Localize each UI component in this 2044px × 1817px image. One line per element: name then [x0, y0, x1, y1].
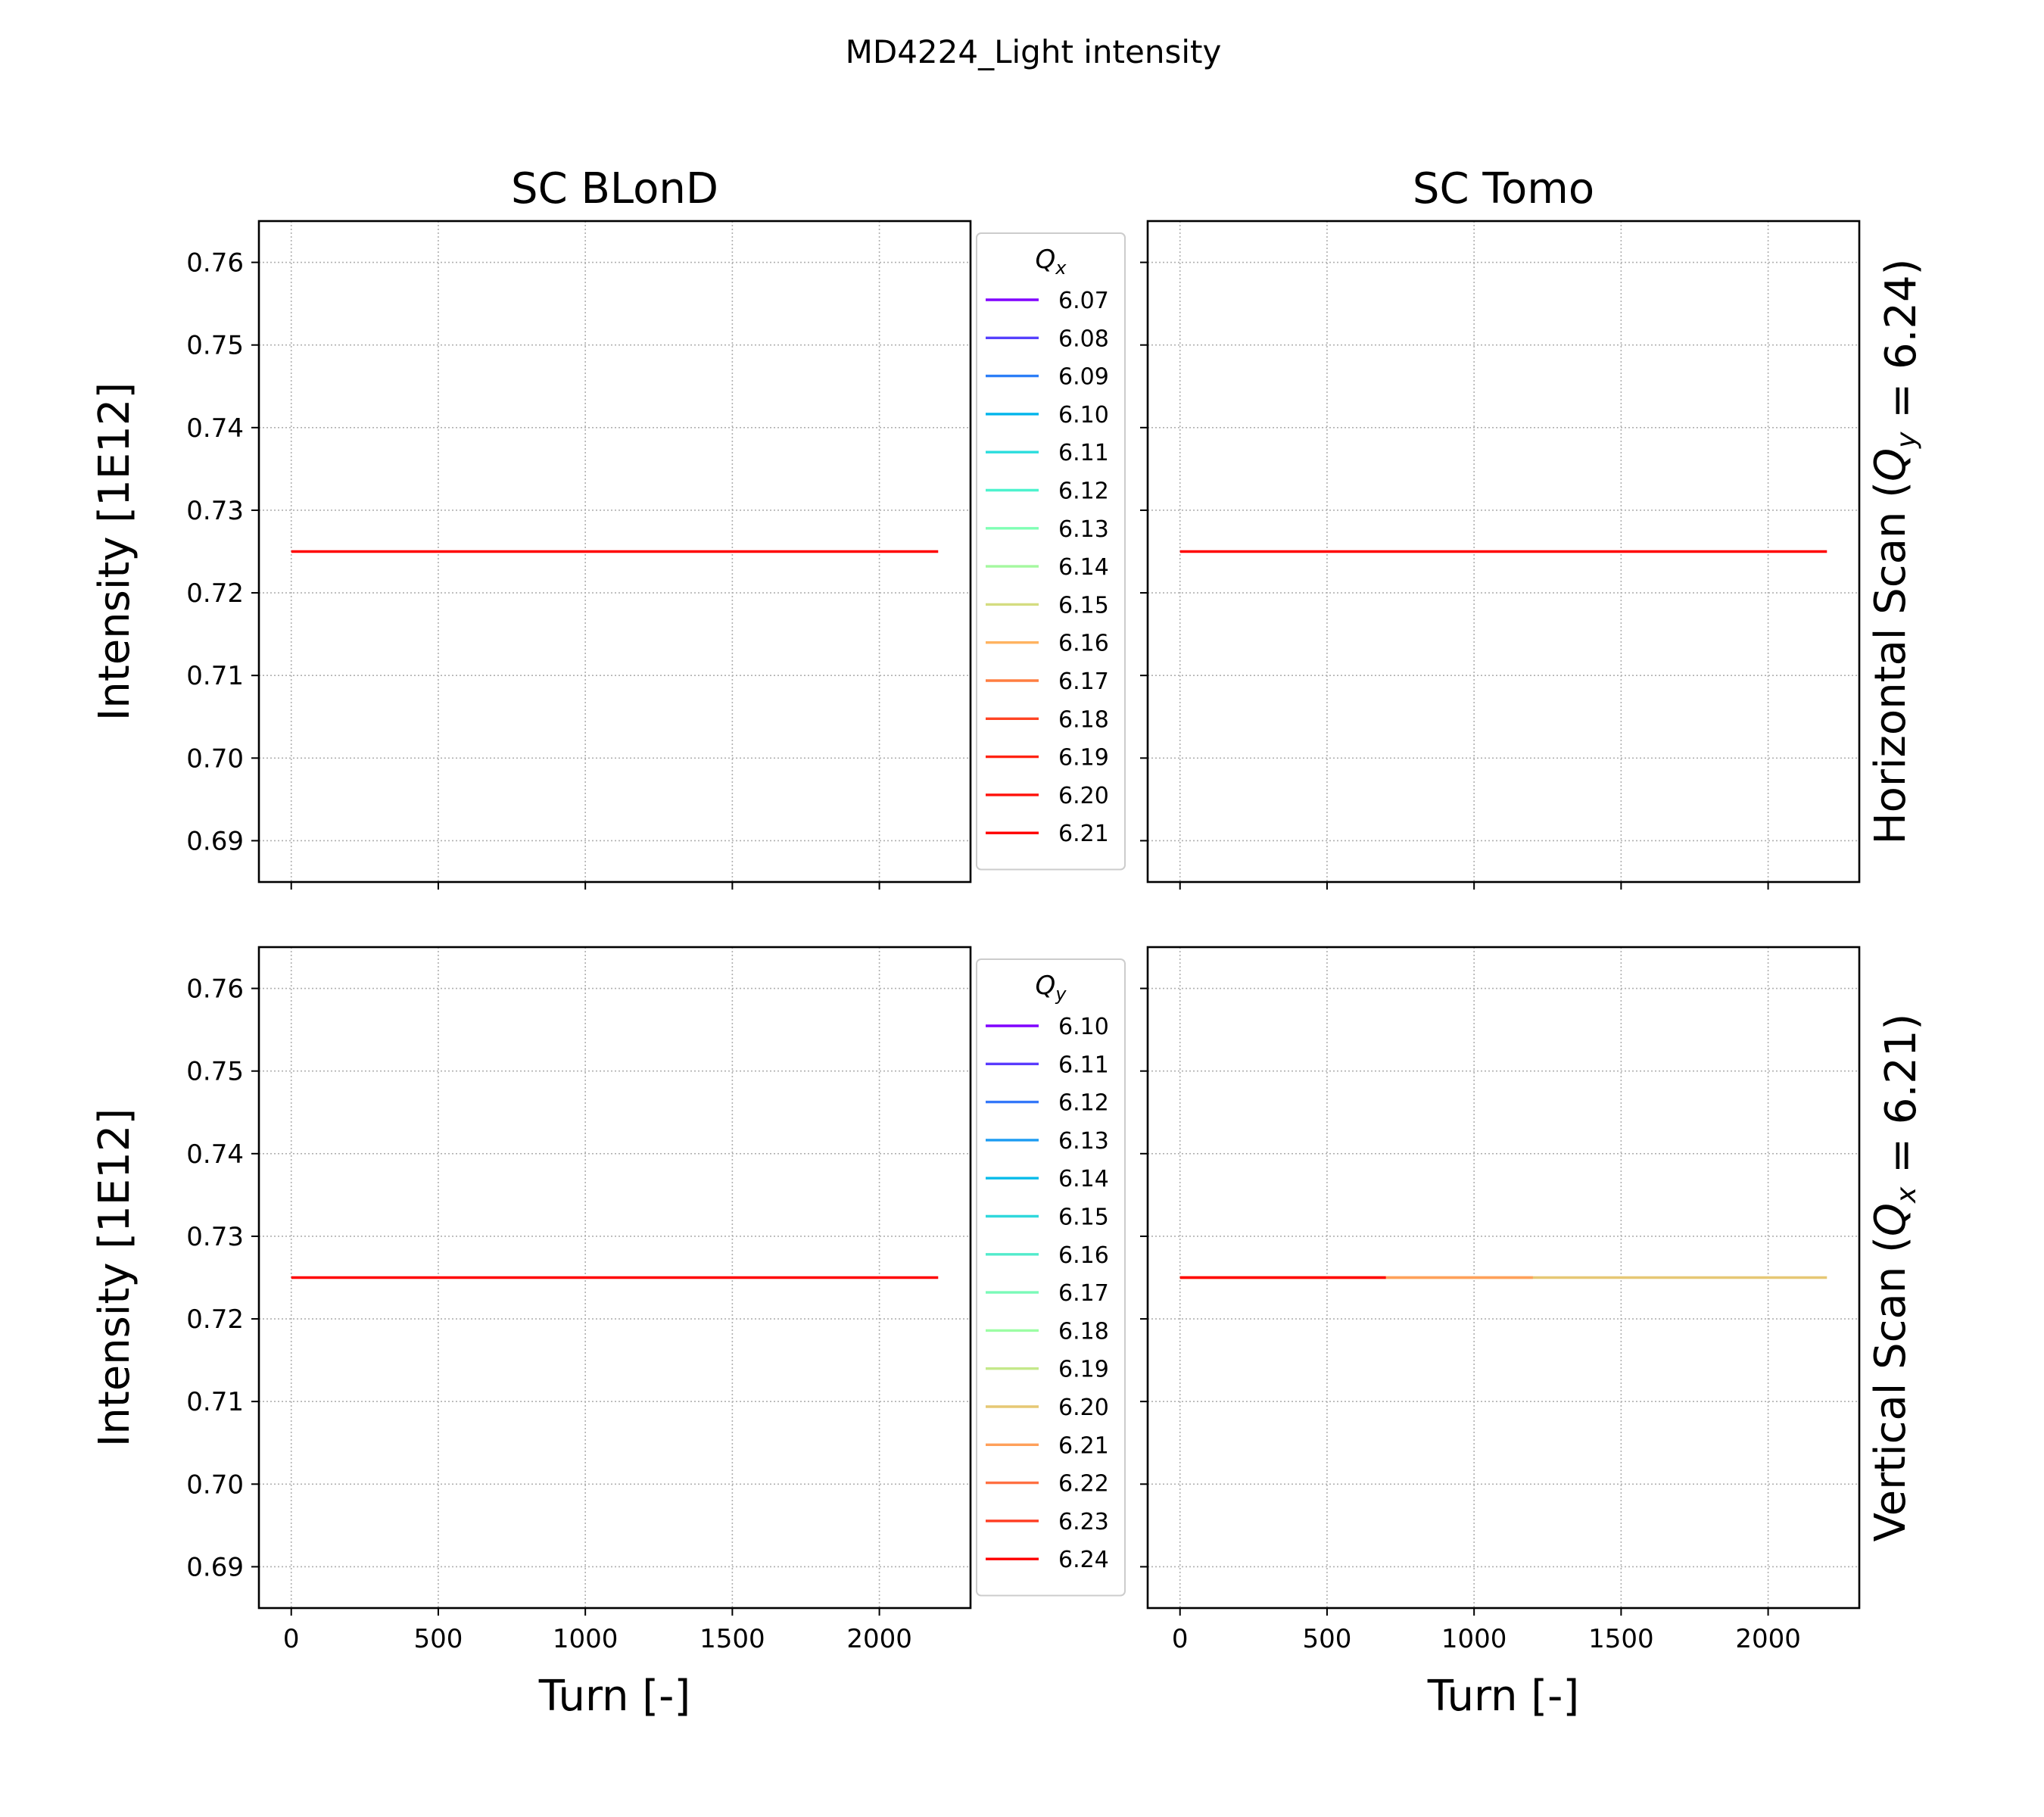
legend-label: 6.19	[1058, 1357, 1109, 1383]
legend-label: 6.09	[1058, 364, 1109, 391]
panel-title: SC BLonD	[511, 164, 718, 213]
y-tick-label: 0.75	[186, 1057, 244, 1087]
y-tick-label: 0.72	[186, 578, 244, 609]
x-tick-label: 1000	[553, 1624, 618, 1654]
legend-label: 6.16	[1058, 631, 1109, 657]
y-tick-label: 0.72	[186, 1304, 244, 1335]
x-tick-label: 500	[1302, 1624, 1351, 1654]
legend-label: 6.22	[1058, 1471, 1109, 1498]
legend-label: 6.13	[1058, 516, 1109, 543]
legend-label: 6.10	[1058, 402, 1109, 429]
x-tick-label: 2000	[846, 1624, 912, 1654]
legend-title: Qx	[1036, 245, 1067, 279]
legend-label: 6.18	[1058, 706, 1109, 733]
x-tick-label: 500	[413, 1624, 463, 1654]
legend-label: 6.16	[1058, 1242, 1109, 1269]
legend-label: 6.21	[1058, 821, 1109, 847]
legend-label: 6.15	[1058, 1205, 1109, 1231]
legend-label: 6.11	[1058, 1052, 1109, 1078]
y-tick-label: 0.70	[186, 1469, 244, 1500]
chart-panel-top-left: 0.69 0.70 0.71 0.72 0.73 0.74 0.75 0.76 SC BLonD…	[90, 164, 1126, 890]
legend-label: 6.14	[1058, 554, 1109, 581]
x-tick-label: 1000	[1441, 1624, 1507, 1654]
legend: Qx 6.07 6.08 6.09 6.10 6.11 6.12 6.13 6.14 6.15 6.…	[976, 232, 1126, 871]
figure-title: MD4224_Light intensity	[846, 33, 1222, 70]
y-tick-label: 0.73	[186, 1222, 244, 1252]
legend-label: 6.14	[1058, 1166, 1109, 1192]
legend-label: 6.12	[1058, 1090, 1109, 1117]
y-tick-label: 0.76	[186, 974, 244, 1005]
legend-label: 6.17	[1058, 1280, 1109, 1307]
legend-label: 6.20	[1058, 783, 1109, 809]
legend-label: 6.19	[1058, 745, 1109, 771]
legend-label: 6.17	[1058, 669, 1109, 695]
x-tick-label: 2000	[1735, 1624, 1801, 1654]
row-label: Horizontal Scan (Qy = 6.24)	[1866, 259, 1926, 845]
y-tick-label: 0.69	[186, 1552, 244, 1582]
y-tick-label: 0.73	[186, 496, 244, 526]
x-tick-label: 0	[1172, 1624, 1189, 1654]
plot-frame	[1146, 946, 1861, 1610]
y-tick-label: 0.71	[186, 661, 244, 691]
x-axis-label: Turn [-]	[538, 1672, 690, 1721]
legend-label: 6.24	[1058, 1547, 1109, 1573]
y-axis-label: Intensity [1E12]	[90, 1108, 139, 1448]
x-axis-label: Turn [-]	[1427, 1672, 1579, 1721]
x-tick-label: 0	[283, 1624, 300, 1654]
legend-label: 6.23	[1058, 1509, 1109, 1535]
y-tick-label: 0.74	[186, 1139, 244, 1170]
chart-panel-bottom-left: 0 500 1000 1500 2000 0.69 0.70 0.71 0.72 0.73 0.74…	[90, 946, 1126, 1721]
legend-label: 6.07	[1058, 288, 1109, 314]
legend-box	[976, 232, 1126, 871]
legend-title: Qy	[1036, 971, 1067, 1005]
legend-label: 6.10	[1058, 1014, 1109, 1040]
y-tick-label: 0.75	[186, 331, 244, 361]
y-tick-label: 0.74	[186, 413, 244, 444]
legend-label: 6.12	[1058, 478, 1109, 505]
legend: Qy 6.10 6.11 6.12 6.13 6.14 6.15 6.16 6.17 6.18 6.…	[976, 958, 1126, 1597]
y-axis-label: Intensity [1E12]	[90, 382, 139, 722]
legend-label: 6.13	[1058, 1128, 1109, 1155]
y-tick-label: 0.69	[186, 826, 244, 856]
plot-frame	[1146, 220, 1861, 884]
legend-label: 6.15	[1058, 592, 1109, 619]
legend-box	[976, 958, 1126, 1597]
plot-frame	[257, 946, 972, 1610]
legend-label: 6.18	[1058, 1318, 1109, 1345]
chart-panel-top-right: SC Tomo Horizontal Scan (Qy = 6.24)	[1140, 164, 1926, 890]
panels-group: 0.69 0.70 0.71 0.72 0.73 0.74 0.75 0.76 SC BLonD…	[90, 164, 1926, 1721]
y-tick-label: 0.76	[186, 248, 244, 279]
x-tick-label: 1500	[700, 1624, 765, 1654]
x-tick-label: 1500	[1588, 1624, 1654, 1654]
chart-panel-bottom-right: 0 500 1000 1500 2000 Turn [-] Vertical Scan (Q…	[1140, 946, 1926, 1721]
legend-label: 6.20	[1058, 1395, 1109, 1421]
panel-title: SC Tomo	[1413, 164, 1594, 213]
legend-label: 6.21	[1058, 1432, 1109, 1459]
legend-label: 6.08	[1058, 326, 1109, 352]
y-tick-label: 0.70	[186, 743, 244, 774]
row-label: Vertical Scan (Qx = 6.21)	[1866, 1014, 1926, 1542]
legend-label: 6.11	[1058, 440, 1109, 466]
y-tick-label: 0.71	[186, 1387, 244, 1417]
plot-frame	[257, 220, 972, 884]
